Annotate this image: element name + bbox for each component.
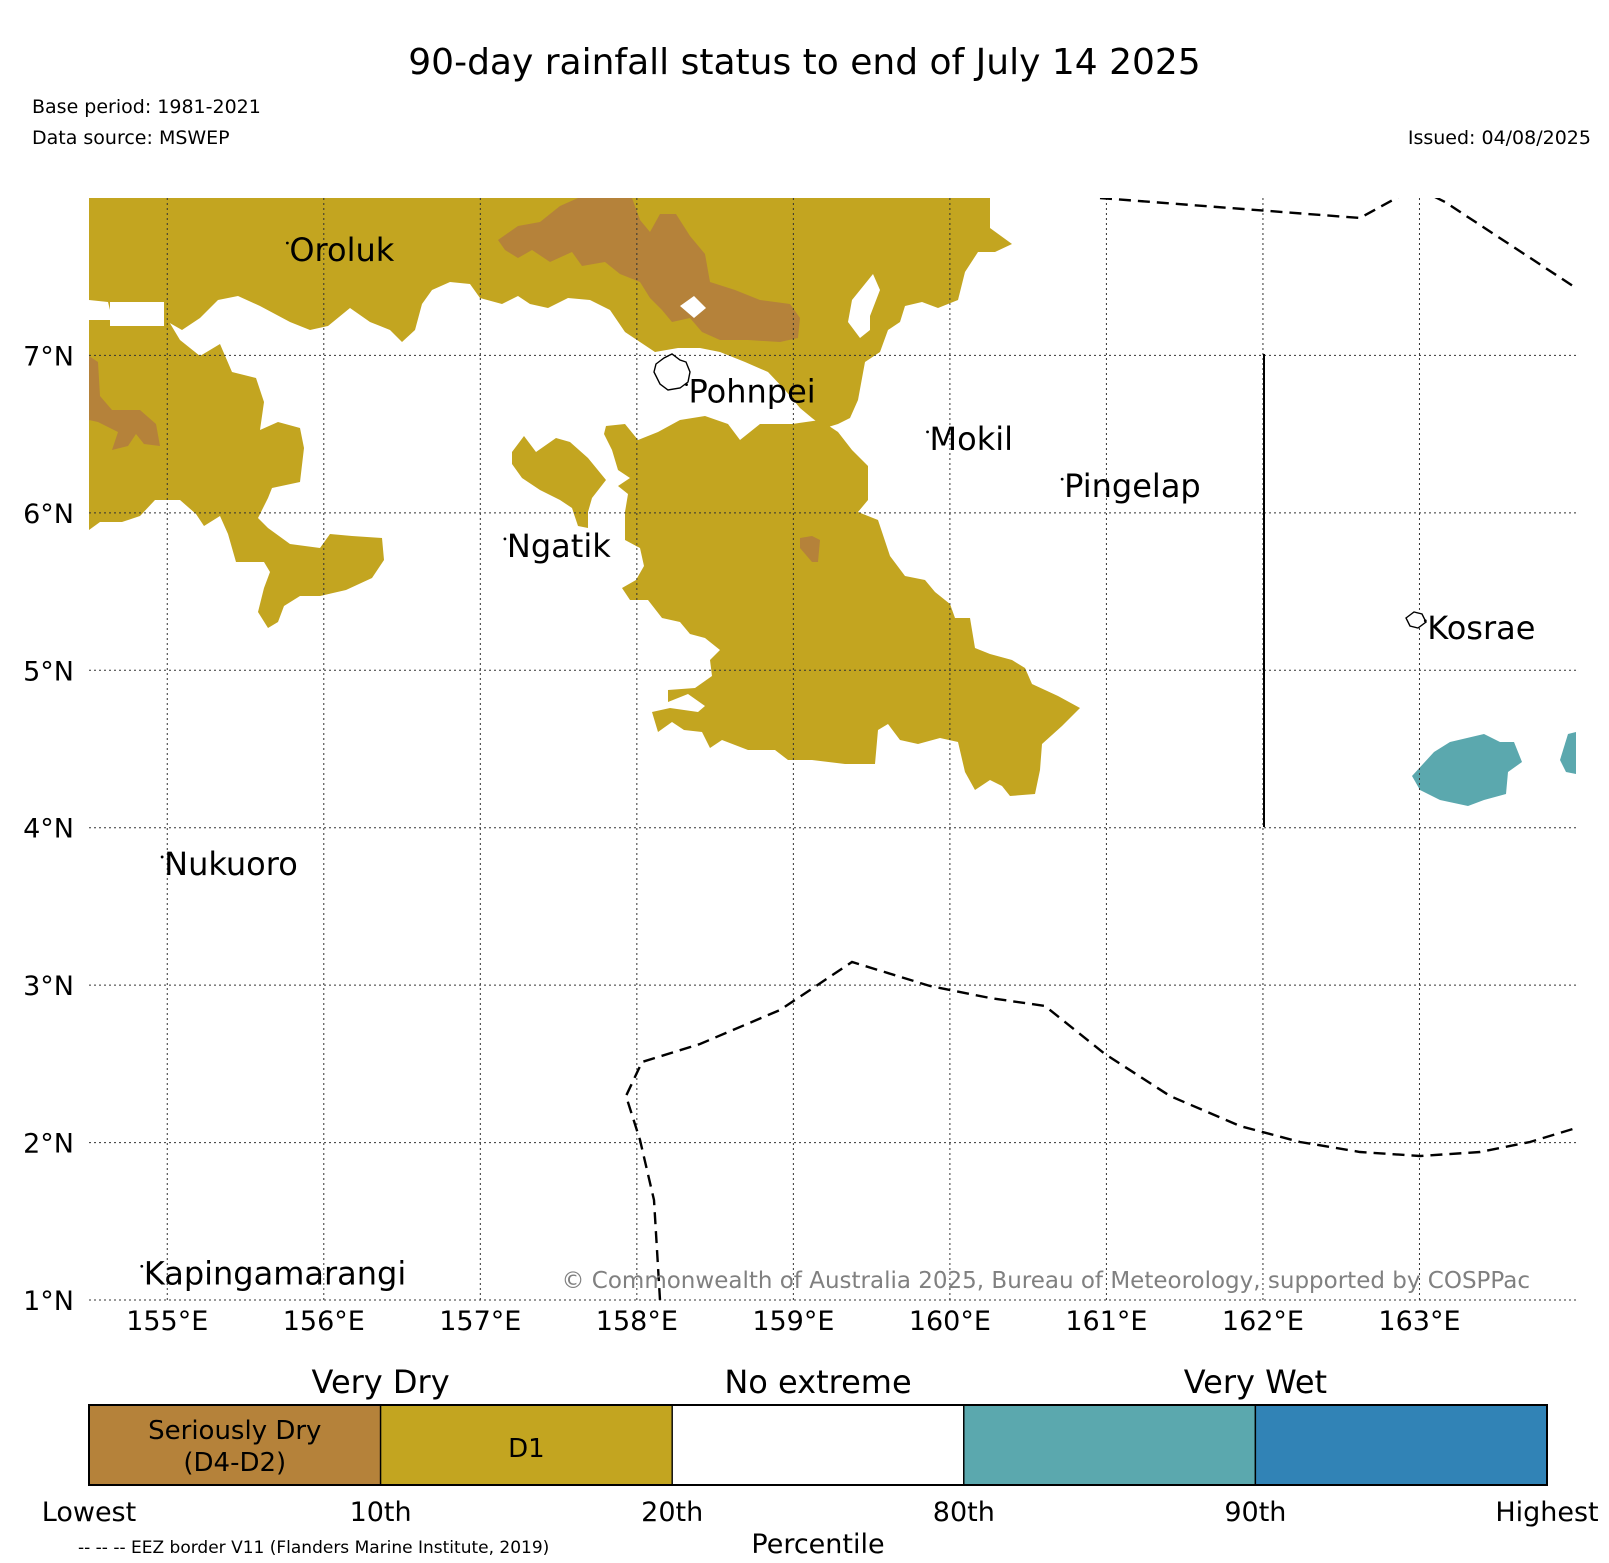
very-wet-region (1560, 732, 1576, 774)
lon-tick-label: 159°E (752, 1306, 834, 1337)
no-extreme-hole (110, 302, 164, 326)
legend-box (88, 1404, 382, 1486)
eez-source-note: -- -- -- EEZ border V11 (Flanders Marine… (78, 1538, 549, 1558)
kosrae-island-outline (1405, 611, 1427, 629)
dry-region-north (498, 198, 800, 342)
place-marker (285, 241, 289, 245)
place-labels: Oroluk Pohnpei Mokil Pingelap Ngatik Kosrae Nu… (140, 231, 1535, 1292)
legend-tick-label: 90th (1224, 1497, 1286, 1528)
d1-region-west (89, 320, 384, 628)
place-marker (503, 537, 507, 541)
copyright-text: © Commonwealth of Australia 2025, Bureau… (561, 1268, 1530, 1294)
lat-tick-label: 1°N (23, 1286, 74, 1317)
lon-tick-label: 161°E (1065, 1306, 1147, 1337)
place-label: Pohnpei (688, 373, 815, 411)
axis-labels: 155°E 156°E 157°E 158°E 159°E 160°E 161°E 162°E… (23, 341, 1460, 1337)
legend: Seriously Dry(D4-D2) D1 Very Dry No extreme… (42, 1363, 1599, 1560)
place-label: Kapingamarangi (144, 1254, 406, 1292)
issued-date: Issued: 04/08/2025 (1407, 127, 1591, 149)
place-marker (160, 855, 164, 859)
d1-region-ngatik (512, 436, 606, 528)
legend-group-label: No extreme (724, 1363, 911, 1401)
legend-box-label: Seriously Dry (148, 1416, 321, 1446)
dry-region-west (89, 356, 160, 450)
place-label: Mokil (930, 420, 1014, 458)
place-marker (140, 1264, 144, 1268)
legend-group-label: Very Wet (1184, 1363, 1327, 1401)
eez-border-north (1099, 198, 1576, 290)
dry-region-central (800, 536, 820, 562)
lat-tick-label: 4°N (23, 814, 74, 845)
legend-box-label: (D4-D2) (183, 1448, 286, 1478)
legend-tick-label: 20th (641, 1497, 703, 1528)
legend-box (671, 1404, 965, 1486)
lon-tick-label: 160°E (909, 1306, 991, 1337)
lon-tick-label: 158°E (596, 1306, 678, 1337)
place-label: Nukuoro (164, 845, 298, 883)
place-label: Pingelap (1064, 467, 1201, 505)
legend-box-label: D1 (508, 1434, 545, 1464)
legend-box (379, 1404, 673, 1486)
lon-tick-label: 162°E (1222, 1306, 1304, 1337)
legend-tick-label: 80th (933, 1497, 995, 1528)
map-title: 90-day rainfall status to end of July 14… (408, 42, 1201, 83)
map-gridlines (89, 198, 1576, 1301)
base-period: Base period: 1981-2021 (32, 96, 261, 118)
legend-group-label: Very Dry (312, 1363, 450, 1401)
very-wet-region (1412, 734, 1522, 806)
legend-box (1254, 1404, 1548, 1486)
legend-tick-label: Highest (1495, 1497, 1598, 1528)
lon-tick-label: 163°E (1378, 1306, 1460, 1337)
legend-tick-label: Lowest (42, 1497, 136, 1528)
pohnpei-island-outline (653, 353, 691, 391)
place-marker (926, 430, 929, 434)
eez-border (624, 198, 1576, 1300)
eez-border-south (624, 960, 1576, 1300)
lon-tick-label: 156°E (283, 1306, 365, 1337)
d1-region-central (604, 416, 1080, 796)
legend-frame (88, 1404, 1548, 1486)
legend-tick-label: 10th (350, 1497, 412, 1528)
legend-axis-label: Percentile (751, 1529, 884, 1560)
lat-tick-label: 2°N (23, 1129, 74, 1160)
legend-box (963, 1404, 1257, 1486)
d1-region-north (89, 198, 1012, 428)
data-source: Data source: MSWEP (32, 127, 230, 149)
lon-tick-label: 157°E (439, 1306, 521, 1337)
lat-tick-label: 3°N (23, 971, 74, 1002)
lat-tick-label: 7°N (23, 341, 74, 372)
place-label: Ngatik (507, 527, 611, 565)
place-label: Kosrae (1427, 609, 1535, 647)
place-marker (685, 383, 688, 387)
no-extreme-hole (680, 296, 706, 318)
place-marker (1423, 619, 1427, 623)
lat-tick-label: 6°N (23, 499, 74, 530)
place-marker (1060, 477, 1064, 481)
no-extreme-hole (848, 274, 880, 338)
rainfall-shading (89, 198, 1576, 806)
place-label: Oroluk (289, 231, 394, 269)
lat-tick-label: 5°N (23, 656, 74, 687)
lon-tick-label: 155°E (126, 1306, 208, 1337)
